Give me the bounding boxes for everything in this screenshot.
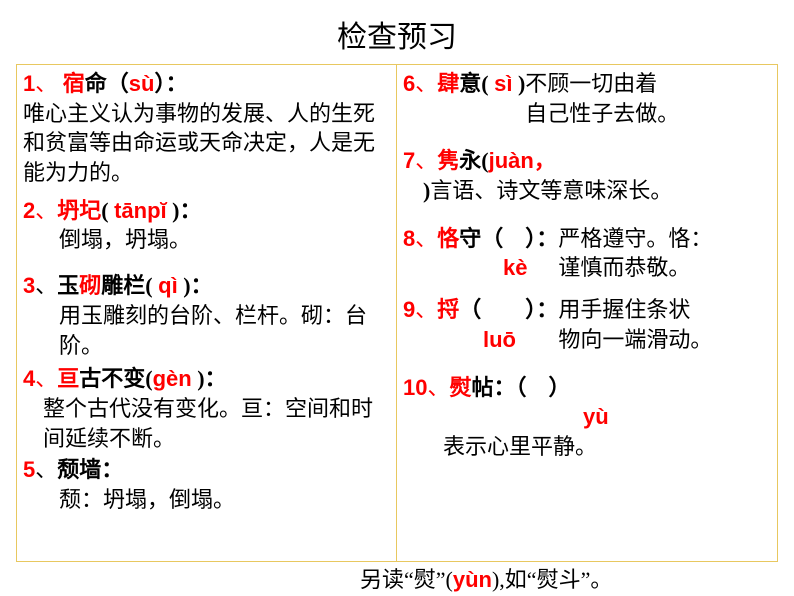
entry-def: 唯心主义认为事物的发展、人的生死和贫富等由命运或天命决定，人是无能为力的。 (23, 99, 390, 188)
def-line-1: 严格遵守。恪： (558, 226, 712, 251)
entry-num: 9 (403, 297, 415, 322)
entry-num: 8 (403, 226, 415, 251)
entry-rest: 永 (459, 148, 481, 173)
entry-9: 9、捋（ ）： luō 用手握住条状 物向一端滑动。 (397, 291, 777, 358)
entry-rest: （ ） (459, 297, 536, 322)
punc: 、 (35, 457, 57, 482)
entry-10: 10、熨帖：（ ） yù 表示心里平静。 (397, 369, 777, 466)
punc: 、 (415, 226, 437, 251)
entry-close: )： (183, 273, 212, 298)
punc: 、 (427, 375, 449, 400)
entry-2: 2、坍圮( tānpĭ )： 倒塌，坍塌。 (17, 192, 396, 259)
footnote-pinyin: yùn (453, 567, 492, 592)
entry-num: 3 (23, 273, 35, 298)
entry-rest: 古不变( (79, 366, 152, 391)
page-title: 检查预习 (0, 0, 794, 64)
entry-7: 7、隽永(juàn， )言语、诗文等意味深长。 (397, 142, 777, 209)
entry-word: 肆 (437, 71, 459, 96)
entry-word: 宿 (63, 71, 85, 96)
pinyin: sì (494, 71, 512, 96)
pinyin: gèn (153, 366, 192, 391)
punc: 、 (415, 297, 437, 322)
entry-def: 言语、诗文等意味深长。 (430, 178, 672, 203)
colon: ： (536, 226, 558, 251)
def-line-2: 谨慎而恭敬。 (558, 255, 690, 280)
footnote: 另读“熨”(yùn),如“熨斗”。 (360, 562, 612, 594)
entry-close: )： (197, 366, 226, 391)
entry-def: 表示心里平静。 (403, 432, 771, 462)
pinyin: qì (158, 273, 178, 298)
punc: 、 (35, 366, 57, 391)
footnote-post: ),如“熨斗”。 (492, 567, 612, 592)
entry-num: 1 (23, 71, 35, 96)
entry-def: 用玉雕刻的台阶、栏杆。砌：台阶。 (23, 301, 390, 360)
pinyin: kè (403, 255, 527, 280)
entry-rest: 守（ ） (459, 226, 536, 251)
entry-close: )： (172, 198, 201, 223)
entry-3: 3、玉砌雕栏( qì )： 用玉雕刻的台阶、栏杆。砌：台阶。 (17, 267, 396, 364)
pinyin: juàn， (489, 148, 556, 173)
entry-6: 6、肆意( sì ) 不顾一切由着 自己性子去做。 (397, 65, 777, 132)
entry-close: ) (518, 71, 525, 96)
entry-word: 熨 (450, 375, 472, 400)
entry-rest: ( (101, 198, 108, 223)
punc: 、 (415, 71, 437, 96)
entry-5: 5、颓墙： 颓：坍塌，倒塌。 (17, 451, 396, 518)
entry-word: 恪 (437, 226, 459, 251)
entry-def: 用手握住条状 物向一端滑动。 (558, 295, 712, 354)
entry-4: 4、亘古不变(gèn )： 整个古代没有变化。亘：空间和时间延续不断。 (17, 360, 396, 457)
entry-1: 1、 宿命（sù）： 唯心主义认为事物的发展、人的生死和贫富等由命运或天命决定，… (17, 65, 396, 192)
entry-rest: 命（ (85, 71, 129, 96)
entry-rest: 颓墙： (57, 457, 123, 482)
entry-num: 4 (23, 366, 35, 391)
punc: 、 (415, 148, 437, 173)
entry-rest: 意( (459, 71, 488, 96)
entry-close: ）： (154, 71, 187, 96)
entry-word: 砌 (79, 273, 101, 298)
entry-def: 颓：坍塌，倒塌。 (23, 485, 390, 515)
entry-def: 倒塌，坍塌。 (23, 225, 390, 255)
pinyin: luō (403, 327, 516, 352)
left-column: 1、 宿命（sù）： 唯心主义认为事物的发展、人的生死和贫富等由命运或天命决定，… (17, 65, 397, 561)
def-line-2: 物向一端滑动。 (558, 327, 712, 352)
entry-rest: 帖：（ ） (472, 375, 571, 400)
entry-num: 10 (403, 375, 427, 400)
colon: ： (536, 297, 558, 322)
def-line-2: 自己性子去做。 (525, 101, 679, 126)
entry-num: 7 (403, 148, 415, 173)
punc: 、 (35, 198, 57, 223)
entry-word: 坍圮 (57, 198, 101, 223)
entry-pre: 玉 (57, 273, 79, 298)
def-line-1: 用手握住条状 (558, 297, 690, 322)
footnote-pre: 另读“熨”( (360, 567, 453, 592)
entry-rest: 雕栏( (101, 273, 152, 298)
content-box: 1、 宿命（sù）： 唯心主义认为事物的发展、人的生死和贫富等由命运或天命决定，… (16, 64, 778, 562)
punc: 、 (35, 71, 57, 96)
entry-word: 隽 (437, 148, 459, 173)
entry-word: 捋 (437, 297, 459, 322)
pinyin: tānpĭ (114, 198, 167, 223)
pinyin: sù (129, 71, 155, 96)
entry-def: 严格遵守。恪： 谨慎而恭敬。 (558, 224, 712, 283)
entry-rest2: ( (481, 148, 488, 173)
entry-def: 不顾一切由着 自己性子去做。 (525, 69, 679, 128)
punc: 、 (35, 273, 57, 298)
entry-close: ) (403, 178, 430, 203)
right-column: 6、肆意( sì ) 不顾一切由着 自己性子去做。 7、隽永(juàn， )言语… (397, 65, 777, 561)
entry-8: 8、恪守（ ）： kè 严格遵守。恪： 谨慎而恭敬。 (397, 220, 777, 287)
entry-word: 亘 (57, 366, 79, 391)
entry-def: 整个古代没有变化。亘：空间和时间延续不断。 (23, 394, 390, 453)
entry-num: 2 (23, 198, 35, 223)
entry-num: 6 (403, 71, 415, 96)
pinyin: yù (403, 404, 609, 429)
def-line-1: 不顾一切由着 (525, 71, 657, 96)
entry-num: 5 (23, 457, 35, 482)
